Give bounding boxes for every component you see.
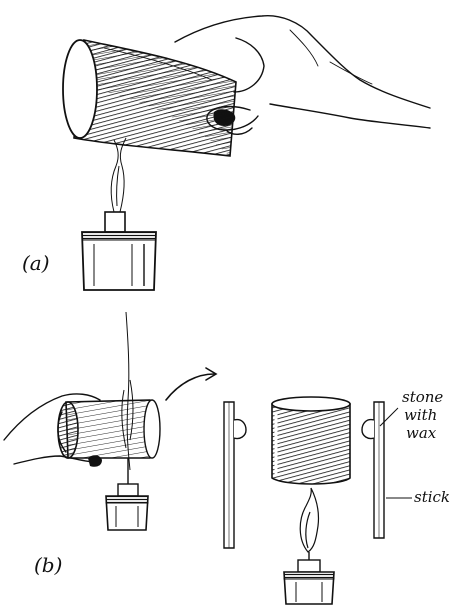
flame-a [110, 137, 127, 213]
candle-b-right [283, 552, 335, 605]
annotation-stick: stick [414, 488, 450, 506]
panel-b: stone with wax stick (b) [3, 311, 450, 605]
flame-b-right [299, 487, 320, 553]
panel-a: (a) [22, 15, 431, 291]
tin-can-b-right [271, 396, 351, 485]
stone-right [361, 418, 375, 440]
arrow [165, 367, 218, 401]
annotation-with: with [404, 406, 437, 424]
tin-can-b [57, 399, 161, 459]
stone-left [233, 418, 247, 440]
candle-b-left [105, 458, 149, 531]
annotation-wax: wax [406, 424, 437, 442]
candle-a [81, 211, 157, 291]
tin-opening-a [62, 39, 98, 139]
annotation-stone: stone [402, 388, 443, 406]
annotation-leaders [379, 407, 412, 499]
stick-right [361, 401, 385, 539]
panel-b-label: (b) [34, 553, 62, 577]
tin-can-a [62, 39, 237, 157]
panel-a-label: (a) [22, 251, 50, 275]
stick-left [223, 401, 247, 549]
hand-a [174, 15, 431, 135]
